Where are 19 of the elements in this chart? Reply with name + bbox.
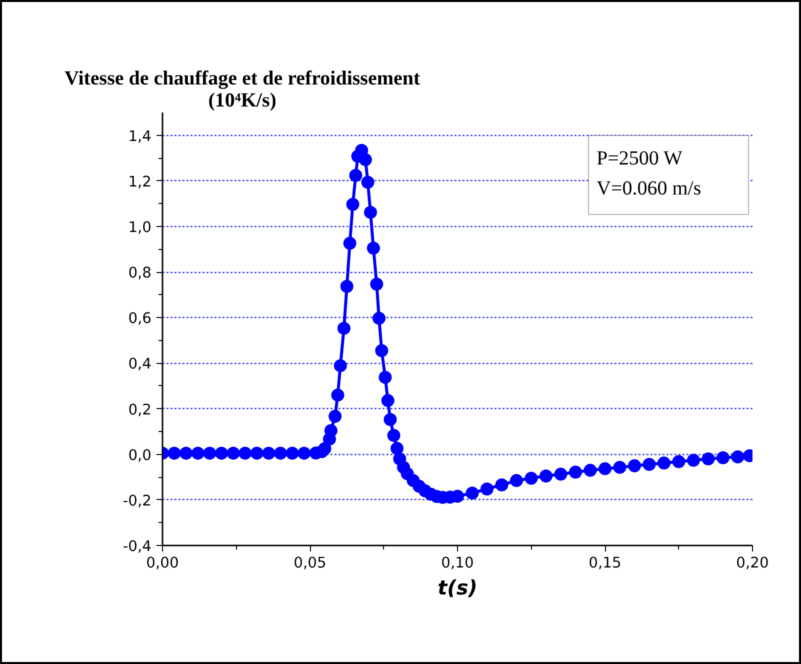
x-axis-title: t(s)	[438, 576, 478, 600]
y-tick-label: 1,0	[128, 218, 152, 236]
y-axis-title: Vitesse de chauffage et de refroidissement (10⁴K/s)	[64, 68, 421, 112]
y-tick-label: 1,4	[128, 128, 152, 145]
y-tick-label: -0,2	[122, 492, 152, 510]
x-tick-label: 0,05	[294, 554, 326, 572]
y-tick-label: 0,4	[128, 356, 152, 373]
y-tick-label: 0,0	[128, 446, 152, 464]
y-tick-label: -0,4	[122, 538, 152, 555]
annotation: P=2500 W	[596, 148, 683, 170]
x-tick-label: 0,10	[441, 554, 474, 572]
y-tick-label: 0,2	[128, 401, 152, 418]
annotation: V=0.060 m/s	[596, 178, 702, 200]
x-tick-label: 0,15	[588, 554, 622, 572]
y-tick-label: 0,8	[128, 264, 152, 282]
y-tick-label: 1,2	[128, 173, 152, 190]
x-tick-label: 0,20	[736, 554, 769, 572]
x-tick-label: 0,00	[146, 554, 179, 572]
y-tick-label: 0,6	[128, 310, 152, 328]
